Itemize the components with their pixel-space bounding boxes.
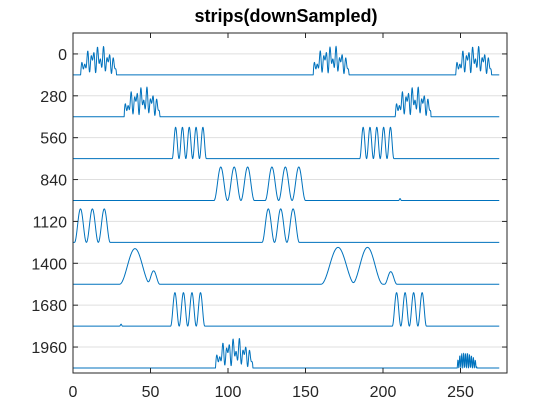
y-tick-label: 1960 — [31, 340, 67, 357]
x-tick-label: 250 — [447, 384, 474, 401]
y-tick-label: 280 — [40, 89, 67, 106]
y-tick-label: 1400 — [31, 256, 67, 273]
strip-trace-560 — [72, 126, 500, 160]
strip-trace-840 — [72, 166, 500, 201]
x-tick-label: 100 — [215, 384, 242, 401]
y-tick-label: 840 — [40, 173, 67, 190]
x-tick-label: 50 — [142, 384, 160, 401]
axis-ticks — [72, 33, 507, 373]
axes-box — [72, 32, 508, 374]
y-tick-label: 1680 — [31, 298, 67, 315]
chart-title: strips(downSampled) — [194, 6, 377, 26]
strip-trace-1680 — [72, 292, 500, 327]
y-tick-label: 0 — [58, 47, 67, 64]
x-tick-label: 150 — [292, 384, 319, 401]
x-tick-label: 0 — [69, 384, 78, 401]
strip-trace-280 — [72, 86, 500, 118]
tick-labels: 0 280 560 840 1120 1400 1680 1960 0 50 100 150 200 25… — [31, 47, 474, 401]
strip-trace-0 — [72, 45, 500, 76]
strip-trace-1960 — [72, 338, 500, 369]
y-tick-label: 560 — [40, 131, 67, 148]
y-tick-label: 1120 — [33, 214, 68, 231]
strip-trace-1120 — [72, 208, 500, 243]
strip-traces — [72, 45, 500, 369]
x-tick-label: 200 — [370, 384, 397, 401]
strip-trace-1400 — [72, 246, 500, 285]
